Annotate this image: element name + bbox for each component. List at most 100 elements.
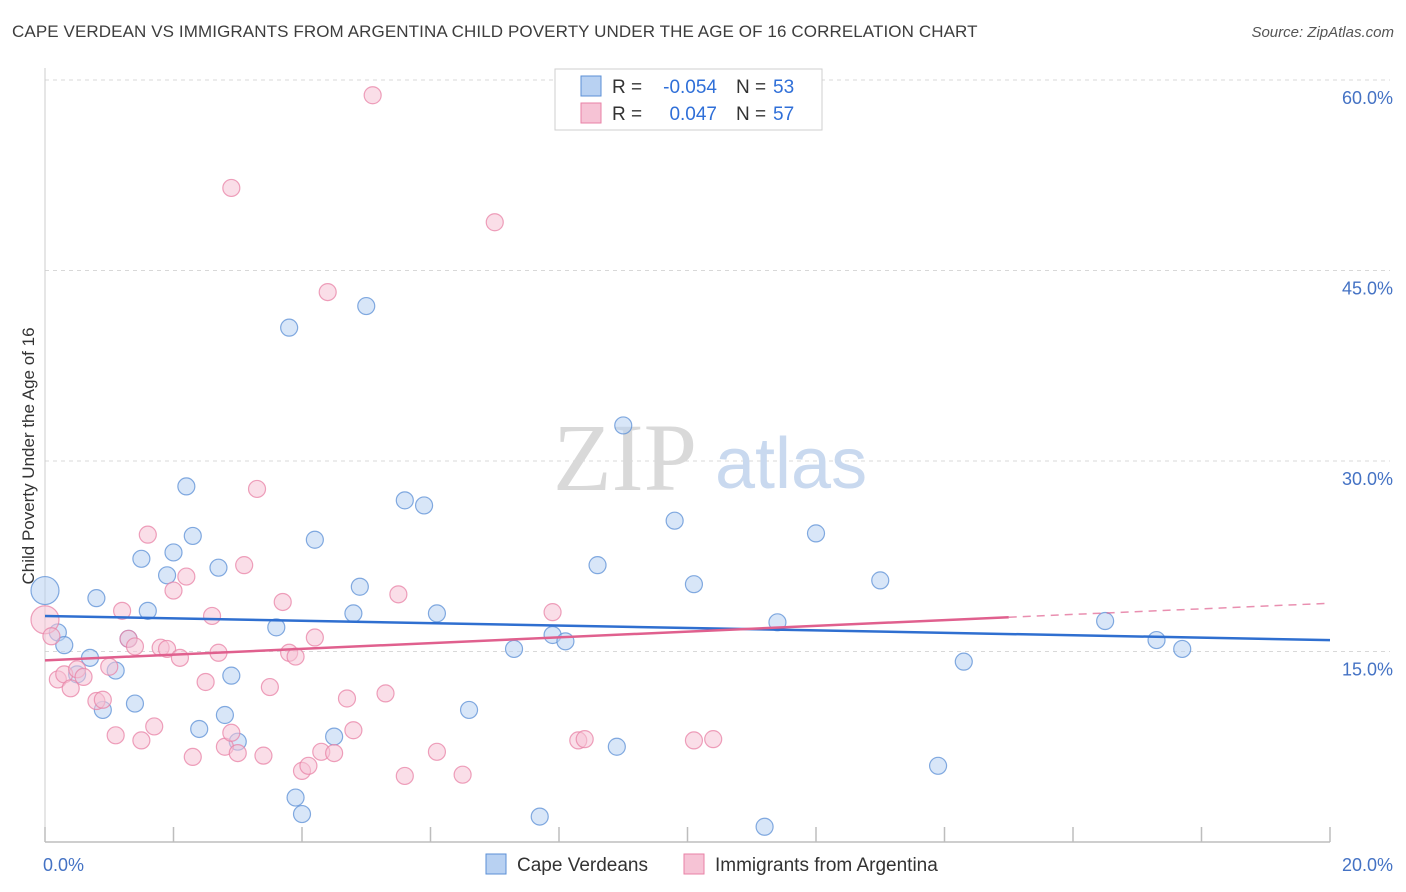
watermark: ZIP atlas — [553, 404, 867, 511]
legend-n-value-1: 53 — [773, 77, 794, 98]
legend-swatch-pink — [580, 102, 602, 124]
point-cape-verdeans-13 — [164, 543, 183, 562]
point-cape-verdeans-24 — [292, 804, 312, 824]
point-argentina-56 — [389, 585, 408, 604]
point-argentina-42 — [337, 689, 357, 708]
point-argentina-23 — [196, 672, 215, 692]
point-cape-verdeans-22 — [280, 318, 299, 337]
watermark-atlas: atlas — [715, 424, 867, 504]
point-argentina-13 — [125, 637, 145, 656]
point-argentina-49 — [485, 213, 504, 232]
point-cape-verdeans-29 — [357, 296, 376, 316]
point-cape-verdeans-49 — [1096, 611, 1115, 631]
data-points — [30, 86, 1192, 836]
point-argentina-52 — [575, 730, 594, 749]
point-cape-verdeans-34 — [504, 639, 524, 659]
point-cape-verdeans-40 — [614, 416, 633, 435]
point-cape-verdeans-16 — [190, 719, 209, 739]
point-cape-verdeans-43 — [755, 817, 774, 836]
point-argentina-37 — [299, 756, 318, 775]
x-tick-label-max: 20.0% — [1342, 855, 1393, 875]
point-argentina-29 — [235, 556, 254, 575]
y-axis-label: Child Poverty Under the Age of 16 — [19, 327, 38, 584]
point-cape-verdeans-17 — [209, 558, 228, 577]
series-legend-swatch-cape-verdeans — [485, 853, 507, 875]
series-legend-label-argentina: Immigrants from Argentina — [715, 855, 938, 876]
point-cape-verdeans-9 — [125, 694, 145, 713]
y-tick-label-30: 30.0% — [1342, 469, 1393, 489]
point-argentina-32 — [260, 677, 279, 697]
point-cape-verdeans-47 — [928, 756, 948, 775]
point-cape-verdeans-51 — [1173, 639, 1192, 659]
correlation-legend: R = -0.054 N = 53 R = 0.047 N = 57 — [554, 68, 823, 131]
point-argentina-8 — [93, 690, 112, 709]
axes — [44, 68, 1331, 843]
point-argentina-55 — [222, 178, 241, 198]
point-argentina-16 — [145, 717, 164, 736]
point-argentina-44 — [363, 86, 382, 105]
chart-title: CAPE VERDEAN VS IMMIGRANTS FROM ARGENTIN… — [12, 22, 978, 41]
point-argentina-6 — [74, 667, 93, 687]
point-cape-verdeans-39 — [607, 737, 626, 756]
point-argentina-54 — [704, 730, 723, 749]
point-argentina-33 — [273, 592, 292, 612]
point-cape-verdeans-46 — [871, 571, 890, 590]
legend-r-label-2: R = — [612, 104, 642, 125]
legend-r-value-1: -0.054 — [663, 77, 717, 98]
point-argentina-9 — [100, 657, 119, 676]
point-argentina-11 — [112, 601, 132, 620]
point-cape-verdeans-12 — [157, 566, 177, 585]
trend-line-argentina-extrapolated — [1008, 602, 1331, 618]
point-cape-verdeans-2 — [55, 636, 74, 655]
x-tick-label-min: 0.0% — [43, 855, 84, 875]
point-cape-verdeans-35 — [530, 807, 549, 826]
point-argentina-18 — [157, 639, 177, 659]
point-argentina-43 — [344, 721, 363, 740]
series-legend: Cape Verdeans Immigrants from Argentina — [485, 853, 938, 876]
point-argentina-40 — [318, 282, 337, 302]
point-cape-verdeans-38 — [588, 556, 607, 575]
legend-n-label-1: N = — [736, 77, 766, 98]
y-tick-label-60: 60.0% — [1342, 88, 1393, 108]
point-argentina-45 — [376, 684, 395, 703]
trend-lines — [44, 602, 1331, 662]
point-cape-verdeans-50 — [1147, 630, 1166, 650]
point-cape-verdeans-33 — [459, 700, 479, 720]
y-tick-label-15: 15.0% — [1342, 660, 1393, 680]
point-argentina-38 — [305, 628, 324, 647]
point-argentina-19 — [164, 581, 183, 600]
legend-r-value-2: 0.047 — [669, 104, 717, 125]
point-argentina-27 — [222, 723, 241, 742]
point-argentina-41 — [325, 743, 344, 763]
chart-source: Source: ZipAtlas.com — [1251, 24, 1394, 41]
point-argentina-10 — [106, 726, 125, 745]
point-cape-verdeans-30 — [395, 491, 414, 510]
point-cape-verdeans-31 — [414, 496, 434, 515]
point-argentina-14 — [132, 731, 151, 750]
point-argentina-50 — [543, 603, 562, 622]
point-argentina-30 — [247, 479, 267, 499]
point-cape-verdeans-0 — [30, 575, 60, 606]
tick-labels: 15.0% 30.0% 45.0% 60.0% 0.0% 20.0% — [43, 88, 1393, 875]
point-argentina-31 — [254, 746, 273, 765]
point-argentina-24 — [202, 606, 222, 626]
point-cape-verdeans-15 — [183, 526, 202, 546]
trend-line-cape-verdeans — [44, 614, 1331, 642]
legend-swatch-blue — [580, 75, 602, 97]
legend-n-value-2: 57 — [773, 104, 794, 125]
point-argentina-21 — [177, 567, 196, 586]
point-argentina-4 — [61, 679, 80, 698]
point-argentina-15 — [138, 525, 157, 544]
point-cape-verdeans-28 — [350, 577, 369, 596]
point-argentina-46 — [395, 766, 414, 786]
legend-r-label-1: R = — [612, 77, 642, 98]
point-argentina-1 — [42, 627, 61, 646]
trend-line-argentina — [44, 615, 1009, 662]
point-cape-verdeans-45 — [806, 524, 826, 543]
point-argentina-20 — [170, 648, 190, 667]
point-cape-verdeans-42 — [684, 575, 704, 594]
point-cape-verdeans-27 — [344, 604, 363, 623]
point-argentina-48 — [453, 765, 472, 784]
point-cape-verdeans-14 — [177, 477, 196, 496]
